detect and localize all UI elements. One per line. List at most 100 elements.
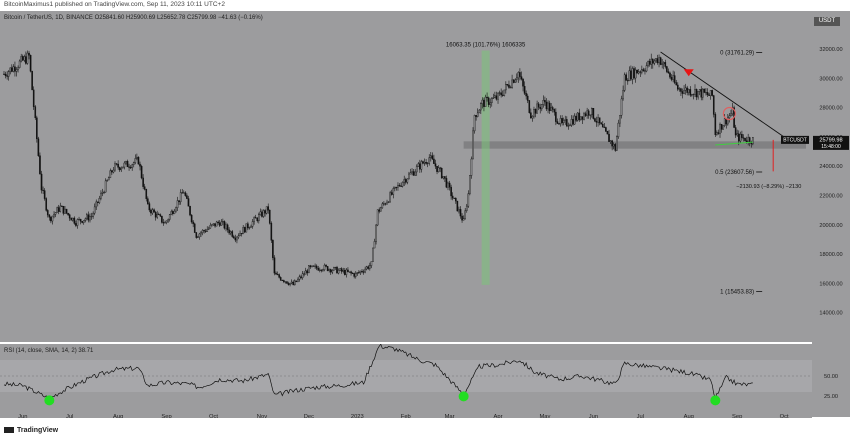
candle-body (586, 110, 588, 116)
price-axis[interactable]: 14000.00 16000.00 18000.00 20000.00 22000.00… (812, 11, 850, 417)
footer: TradingView (0, 418, 850, 438)
candle-body (534, 109, 537, 114)
candle-body (522, 78, 524, 87)
candle-body (386, 201, 388, 205)
candle-body (182, 192, 185, 194)
candle-body (9, 67, 12, 72)
candle-body (747, 137, 749, 143)
candle-body (403, 179, 406, 183)
candle-body (42, 189, 44, 191)
candle-body (508, 84, 510, 88)
time-axis[interactable]: Jun Jul Aug Sep Oct Nov Dec 2023 Feb Mar Apr May Jun… (0, 408, 812, 420)
candle-body (64, 208, 66, 214)
candle-body (372, 247, 374, 262)
candle-body (143, 186, 146, 190)
candle-body (555, 111, 557, 122)
candle-body (381, 203, 384, 209)
candle-body (473, 115, 476, 132)
candle-body (348, 271, 351, 273)
candle-body (728, 115, 731, 119)
candle-body (559, 118, 562, 124)
candle-body (82, 220, 85, 223)
candle-body (45, 198, 48, 211)
rsi-panel[interactable]: RSI (14, close, SMA, 14, 2) 38.71 (0, 344, 812, 408)
candle-body (419, 163, 421, 170)
candle-body (101, 192, 104, 194)
candle-body (706, 92, 709, 96)
candle-body (339, 268, 341, 271)
price-chart-panel[interactable]: 16063.35 (101.76%) 1606335 0 (31761.29) 0.… (0, 11, 812, 342)
candle-body (592, 108, 595, 119)
candle-body (589, 114, 592, 116)
candle-body (470, 158, 473, 176)
rsi-bullish-dot (458, 391, 469, 402)
candle-body (448, 182, 451, 188)
candle-body (67, 212, 69, 215)
candle-body (197, 236, 199, 238)
rsi-chart-svg[interactable] (0, 344, 812, 408)
candle-body (434, 163, 437, 167)
candle-body (115, 163, 118, 165)
candle-body (18, 60, 21, 68)
time-tick-label: Sep (161, 414, 171, 420)
candle-body (39, 155, 41, 175)
candle-body (103, 191, 105, 193)
candle-body (408, 173, 410, 180)
candle-body (550, 107, 552, 111)
candle-body (739, 134, 742, 142)
candle-body (211, 224, 213, 226)
candle-body (606, 130, 609, 135)
candle-body (645, 65, 648, 72)
candle-body (411, 171, 413, 173)
price-tick-label: 20000.00 (819, 223, 842, 229)
candle-body (258, 214, 260, 222)
candle-body (672, 75, 674, 80)
candle-body (684, 87, 687, 91)
candle-body (7, 71, 10, 77)
candle-body (445, 178, 448, 188)
price-chart-svg[interactable]: 16063.35 (101.76%) 1606335 0 (31761.29) 0.… (0, 11, 812, 342)
candle-body (711, 90, 713, 96)
candle-body (680, 88, 682, 92)
candle-body (187, 198, 190, 207)
candle-body (20, 56, 22, 62)
candle-body (68, 214, 71, 219)
candle-body (686, 87, 688, 93)
candle-body (259, 211, 262, 215)
candle-body (311, 265, 313, 268)
rsi-bullish-dot (710, 395, 721, 406)
candle-body (84, 218, 87, 221)
time-tick-label: Jun (589, 414, 598, 420)
rsi-line (3, 344, 753, 401)
candle-body (268, 209, 271, 224)
candle-body (462, 218, 465, 221)
candle-body (631, 68, 634, 80)
candle-body (406, 178, 409, 183)
candle-body (681, 91, 684, 94)
candle-body (458, 209, 460, 212)
candle-body (279, 277, 282, 281)
candle-body (616, 136, 618, 151)
candle-body (658, 57, 660, 64)
candle-body (612, 144, 615, 147)
candle-body (614, 144, 617, 151)
candle-body (506, 84, 509, 86)
candle-body (697, 91, 699, 98)
candle-body (278, 274, 280, 278)
candle-body (336, 266, 338, 274)
candle-body (673, 75, 676, 83)
candle-body (540, 104, 543, 110)
candle-body (591, 108, 593, 116)
candle-body (369, 265, 371, 269)
candle-body (242, 227, 244, 235)
candle-body (179, 192, 182, 203)
candle-body (469, 175, 471, 194)
candle-body (318, 269, 321, 271)
candle-body (286, 281, 288, 284)
candle-body (387, 201, 390, 203)
candle-body (742, 137, 745, 139)
candle-body (415, 166, 418, 173)
candle-body (397, 184, 399, 188)
candle-body (692, 93, 695, 95)
candle-body (727, 117, 729, 125)
